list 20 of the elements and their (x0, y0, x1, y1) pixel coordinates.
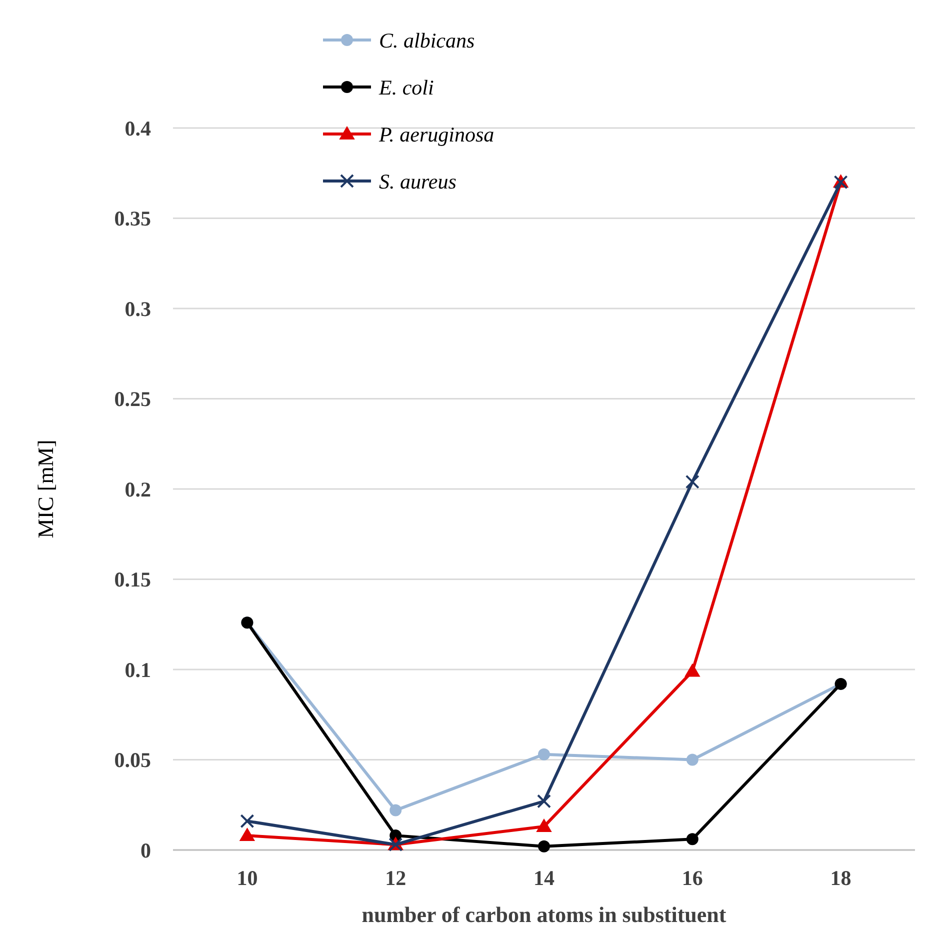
y-tick-label: 0.05 (114, 748, 151, 772)
legend-label: E. coli (378, 75, 434, 100)
y-axis-title: MIC [mM] (33, 440, 58, 538)
y-tick-label: 0.3 (124, 296, 151, 321)
x-tick-label: 18 (830, 866, 852, 890)
y-tick-label: 0.2 (124, 477, 151, 502)
legend-label: P. aeruginosa (378, 122, 494, 146)
y-tick-label: 0.1 (124, 658, 151, 682)
y-tick-label: 0.35 (114, 206, 151, 231)
legend-label: S. aureus (379, 169, 456, 194)
x-axis-title: number of carbon atoms in substituent (362, 902, 727, 927)
x-tick-label: 12 (385, 866, 406, 890)
y-tick-label: 0.25 (114, 387, 151, 412)
y-tick-label: 0.15 (114, 568, 151, 592)
x-tick-label: 14 (534, 866, 555, 890)
y-tick-label: 0 (140, 838, 151, 862)
x-tick-label: 10 (236, 866, 258, 890)
legend-label: C. albicans (379, 28, 475, 52)
y-tick-label: 0.4 (124, 116, 152, 140)
x-tick-label: 16 (682, 866, 703, 890)
